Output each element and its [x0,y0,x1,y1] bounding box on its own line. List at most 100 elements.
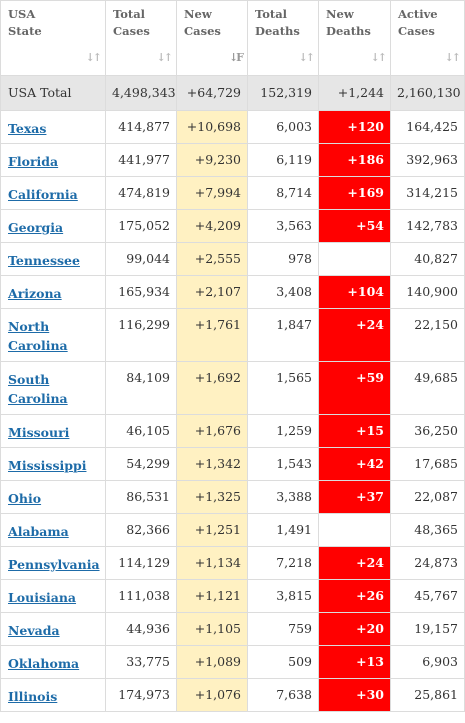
state-link[interactable]: Mississippi [8,458,87,473]
state-link[interactable]: Texas [8,121,47,136]
total-cases-value: 84,109 [105,361,177,415]
new-deaths-value: +37 [318,480,391,514]
active-cases-value: 49,685 [390,361,465,415]
active-cases-value: 22,150 [390,308,465,362]
header-label-line1: Active [398,7,438,21]
new-deaths-value: +120 [318,110,391,144]
total-cases-value: 46,105 [105,414,177,448]
new-deaths-value: +59 [318,361,391,415]
header-total-deaths[interactable]: Total Deaths ↓↑ [247,0,319,76]
state-link[interactable]: Nevada [8,623,60,638]
state-link[interactable]: Louisiana [8,590,77,605]
state-cell: Georgia [0,209,106,243]
new-deaths-value: +42 [318,447,391,481]
sort-icon[interactable]: ↓↑ [156,51,174,64]
table-row: Oklahoma 33,775 +1,089 509 +13 6,903 [0,645,465,679]
sort-icon[interactable]: ↓↑ [444,51,462,64]
header-new-deaths[interactable]: New Deaths ↓↑ [318,0,391,76]
state-link[interactable]: Illinois [8,689,58,704]
total-label: USA Total [0,75,106,111]
total-deaths-value: 7,638 [247,678,319,712]
total-deaths-value: 7,218 [247,546,319,580]
total-deaths-value: 6,119 [247,143,319,177]
total-cases-value: 175,052 [105,209,177,243]
total-deaths-value: 1,491 [247,513,319,547]
active-cases-value: 142,783 [390,209,465,243]
state-cell: Pennsylvania [0,546,106,580]
table-row: South Carolina 84,109 +1,692 1,565 +59 49,685 [0,361,465,415]
new-cases-value: +1,251 [176,513,248,547]
total-cases-value: 174,973 [105,678,177,712]
header-active-cases[interactable]: Active Cases ↓↑ [390,0,465,76]
state-cell: Tennessee [0,242,106,276]
total-deaths-value: 3,563 [247,209,319,243]
state-link[interactable]: Alabama [8,524,69,539]
state-link[interactable]: Georgia [8,220,64,235]
state-link[interactable]: California [8,187,78,202]
header-label-line1: New [326,7,354,21]
new-cases-value: +1,342 [176,447,248,481]
new-cases-value: +1,676 [176,414,248,448]
total-deaths-value: 1,543 [247,447,319,481]
new-deaths-value: +26 [318,579,391,613]
active-cases-value: 22,087 [390,480,465,514]
total-cases-value: 4,498,343 [105,75,177,111]
state-cell: Ohio [0,480,106,514]
new-deaths-value: +54 [318,209,391,243]
state-link[interactable]: Missouri [8,425,70,440]
table-row: Texas 414,877 +10,698 6,003 +120 164,425 [0,110,465,144]
header-label-line1: Total [113,7,146,21]
new-cases-value: +4,209 [176,209,248,243]
table-row: California 474,819 +7,994 8,714 +169 314,215 [0,176,465,210]
state-link[interactable]: Pennsylvania [8,557,100,572]
state-cell: Missouri [0,414,106,448]
new-cases-value: +1,105 [176,612,248,646]
header-row: USA State ↓↑ Total Cases ↓↑ New Cases ↓F Total… [0,0,465,76]
sort-icon[interactable]: ↓↑ [85,51,103,64]
table-row: Mississippi 54,299 +1,342 1,543 +42 17,685 [0,447,465,481]
header-label-line2: Cases [398,24,435,38]
state-link[interactable]: Ohio [8,491,42,506]
total-deaths-value: 759 [247,612,319,646]
header-usa-state[interactable]: USA State ↓↑ [0,0,106,76]
state-link[interactable]: South Carolina [8,372,68,406]
sort-icon[interactable]: ↓↑ [370,51,388,64]
table-row: Illinois 174,973 +1,076 7,638 +30 25,861 [0,678,465,712]
state-cell: Nevada [0,612,106,646]
header-label-line2: Deaths [326,24,371,38]
header-total-cases[interactable]: Total Cases ↓↑ [105,0,177,76]
total-cases-value: 116,299 [105,308,177,362]
state-cell: Mississippi [0,447,106,481]
total-deaths-value: 509 [247,645,319,679]
new-cases-value: +1,134 [176,546,248,580]
state-link[interactable]: Arizona [8,286,62,301]
active-cases-value: 19,157 [390,612,465,646]
active-cases-value: 48,365 [390,513,465,547]
header-new-cases[interactable]: New Cases ↓F [176,0,248,76]
state-link[interactable]: Tennessee [8,253,80,268]
new-cases-value: +64,729 [176,75,248,111]
total-cases-value: 33,775 [105,645,177,679]
new-deaths-value: +169 [318,176,391,210]
table-row: Pennsylvania 114,129 +1,134 7,218 +24 24,873 [0,546,465,580]
new-deaths-value [318,242,391,276]
total-row: USA Total 4,498,343 +64,729 152,319 +1,2… [0,75,465,111]
new-deaths-value [318,513,391,547]
active-cases-value: 17,685 [390,447,465,481]
sort-icon[interactable]: ↓↑ [298,51,316,64]
table-row: Georgia 175,052 +4,209 3,563 +54 142,783 [0,209,465,243]
state-cell: Louisiana [0,579,106,613]
state-link[interactable]: Florida [8,154,59,169]
state-link[interactable]: Oklahoma [8,656,80,671]
total-cases-value: 165,934 [105,275,177,309]
new-cases-value: +1,121 [176,579,248,613]
total-cases-value: 474,819 [105,176,177,210]
new-cases-value: +1,692 [176,361,248,415]
header-label-line2: Cases [184,24,221,38]
state-link[interactable]: North Carolina [8,319,68,353]
new-deaths-value: +13 [318,645,391,679]
table-row: Tennessee 99,044 +2,555 978 40,827 [0,242,465,276]
state-cell: Arizona [0,275,106,309]
sort-descending-icon[interactable]: ↓F [228,51,244,64]
total-deaths-value: 6,003 [247,110,319,144]
